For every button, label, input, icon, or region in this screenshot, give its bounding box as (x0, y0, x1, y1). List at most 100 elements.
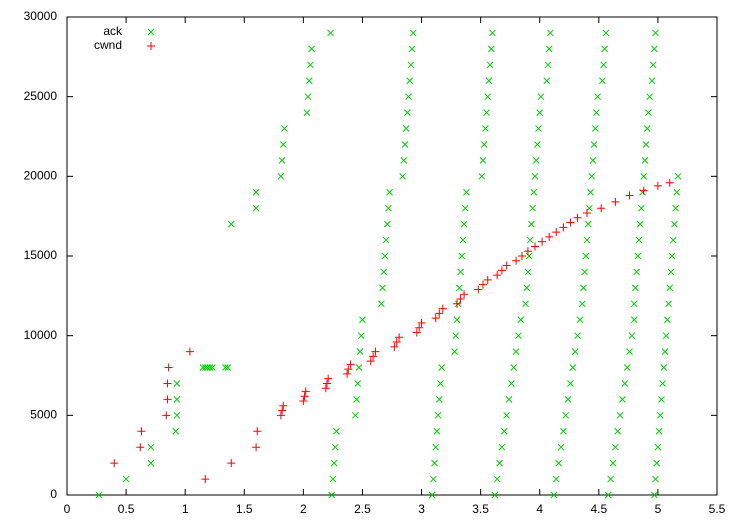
plot-frame (66, 16, 718, 496)
point (673, 188, 681, 196)
point (574, 332, 581, 340)
point (484, 93, 492, 101)
x-tick-label: 4 (536, 502, 543, 516)
point (566, 218, 575, 227)
point (369, 352, 378, 361)
point (252, 204, 260, 212)
point (453, 316, 461, 324)
point (402, 125, 410, 132)
legend-label: cwnd (94, 38, 122, 52)
point (459, 236, 467, 244)
point (304, 93, 312, 101)
point (330, 459, 338, 467)
point (593, 109, 600, 116)
point (589, 157, 597, 164)
point (460, 290, 469, 299)
point (660, 364, 668, 371)
point (279, 401, 288, 410)
point (456, 295, 465, 304)
point (457, 268, 464, 276)
point (252, 188, 260, 196)
point (621, 380, 629, 387)
legend-marker (147, 42, 155, 50)
point (517, 316, 525, 324)
point (524, 268, 532, 276)
x-tick-label: 3.5 (472, 502, 489, 516)
point (646, 93, 653, 101)
point (576, 316, 584, 324)
x-tick-label: 0 (64, 502, 71, 516)
point (550, 491, 558, 499)
point (431, 314, 440, 323)
point (512, 256, 521, 265)
point (658, 396, 665, 403)
point (552, 475, 560, 483)
point (643, 125, 651, 132)
point (639, 186, 648, 195)
point (483, 109, 490, 116)
point (452, 332, 460, 340)
point (383, 220, 391, 228)
point (382, 236, 390, 244)
point (616, 411, 624, 419)
point (378, 300, 385, 308)
point (518, 252, 526, 260)
point (173, 380, 181, 387)
point (278, 157, 286, 164)
point (671, 220, 678, 228)
point (635, 236, 643, 244)
point (547, 29, 554, 37)
point (555, 459, 562, 467)
point (400, 157, 408, 164)
point (357, 332, 365, 340)
point (512, 348, 520, 355)
point (578, 300, 586, 308)
x-tick-label: 0.5 (118, 502, 135, 516)
point (199, 364, 207, 371)
point (355, 364, 363, 371)
point (581, 268, 588, 276)
point (482, 125, 489, 132)
point (552, 228, 561, 237)
point (371, 347, 380, 356)
x-tick-label: 4.5 (590, 502, 607, 516)
point (399, 172, 406, 180)
point (305, 77, 313, 85)
point (147, 443, 155, 451)
y-tick-label: 30000 (24, 9, 58, 23)
point (460, 220, 468, 228)
point (185, 347, 194, 356)
point (659, 380, 666, 387)
point (538, 237, 547, 246)
point (453, 299, 461, 308)
point (401, 141, 409, 148)
legend-marker (147, 28, 155, 36)
point (354, 380, 362, 387)
x-tick-label: 5.5 (709, 502, 726, 516)
point (308, 45, 315, 53)
point (409, 29, 417, 37)
point (664, 316, 671, 324)
point (560, 427, 567, 435)
point (227, 459, 236, 468)
point (662, 332, 670, 340)
point (456, 284, 463, 292)
point (497, 266, 506, 275)
point (408, 45, 416, 53)
point (599, 77, 606, 85)
point (573, 213, 582, 222)
point (163, 379, 172, 388)
point (496, 459, 503, 467)
point (276, 411, 285, 420)
point (500, 427, 508, 435)
point (480, 141, 488, 148)
point (531, 172, 539, 180)
point (537, 93, 545, 101)
point (611, 197, 620, 206)
point (652, 475, 659, 483)
point (352, 411, 359, 419)
point (279, 141, 287, 148)
x-tick-label: 2.5 (354, 502, 371, 516)
point (493, 475, 501, 483)
